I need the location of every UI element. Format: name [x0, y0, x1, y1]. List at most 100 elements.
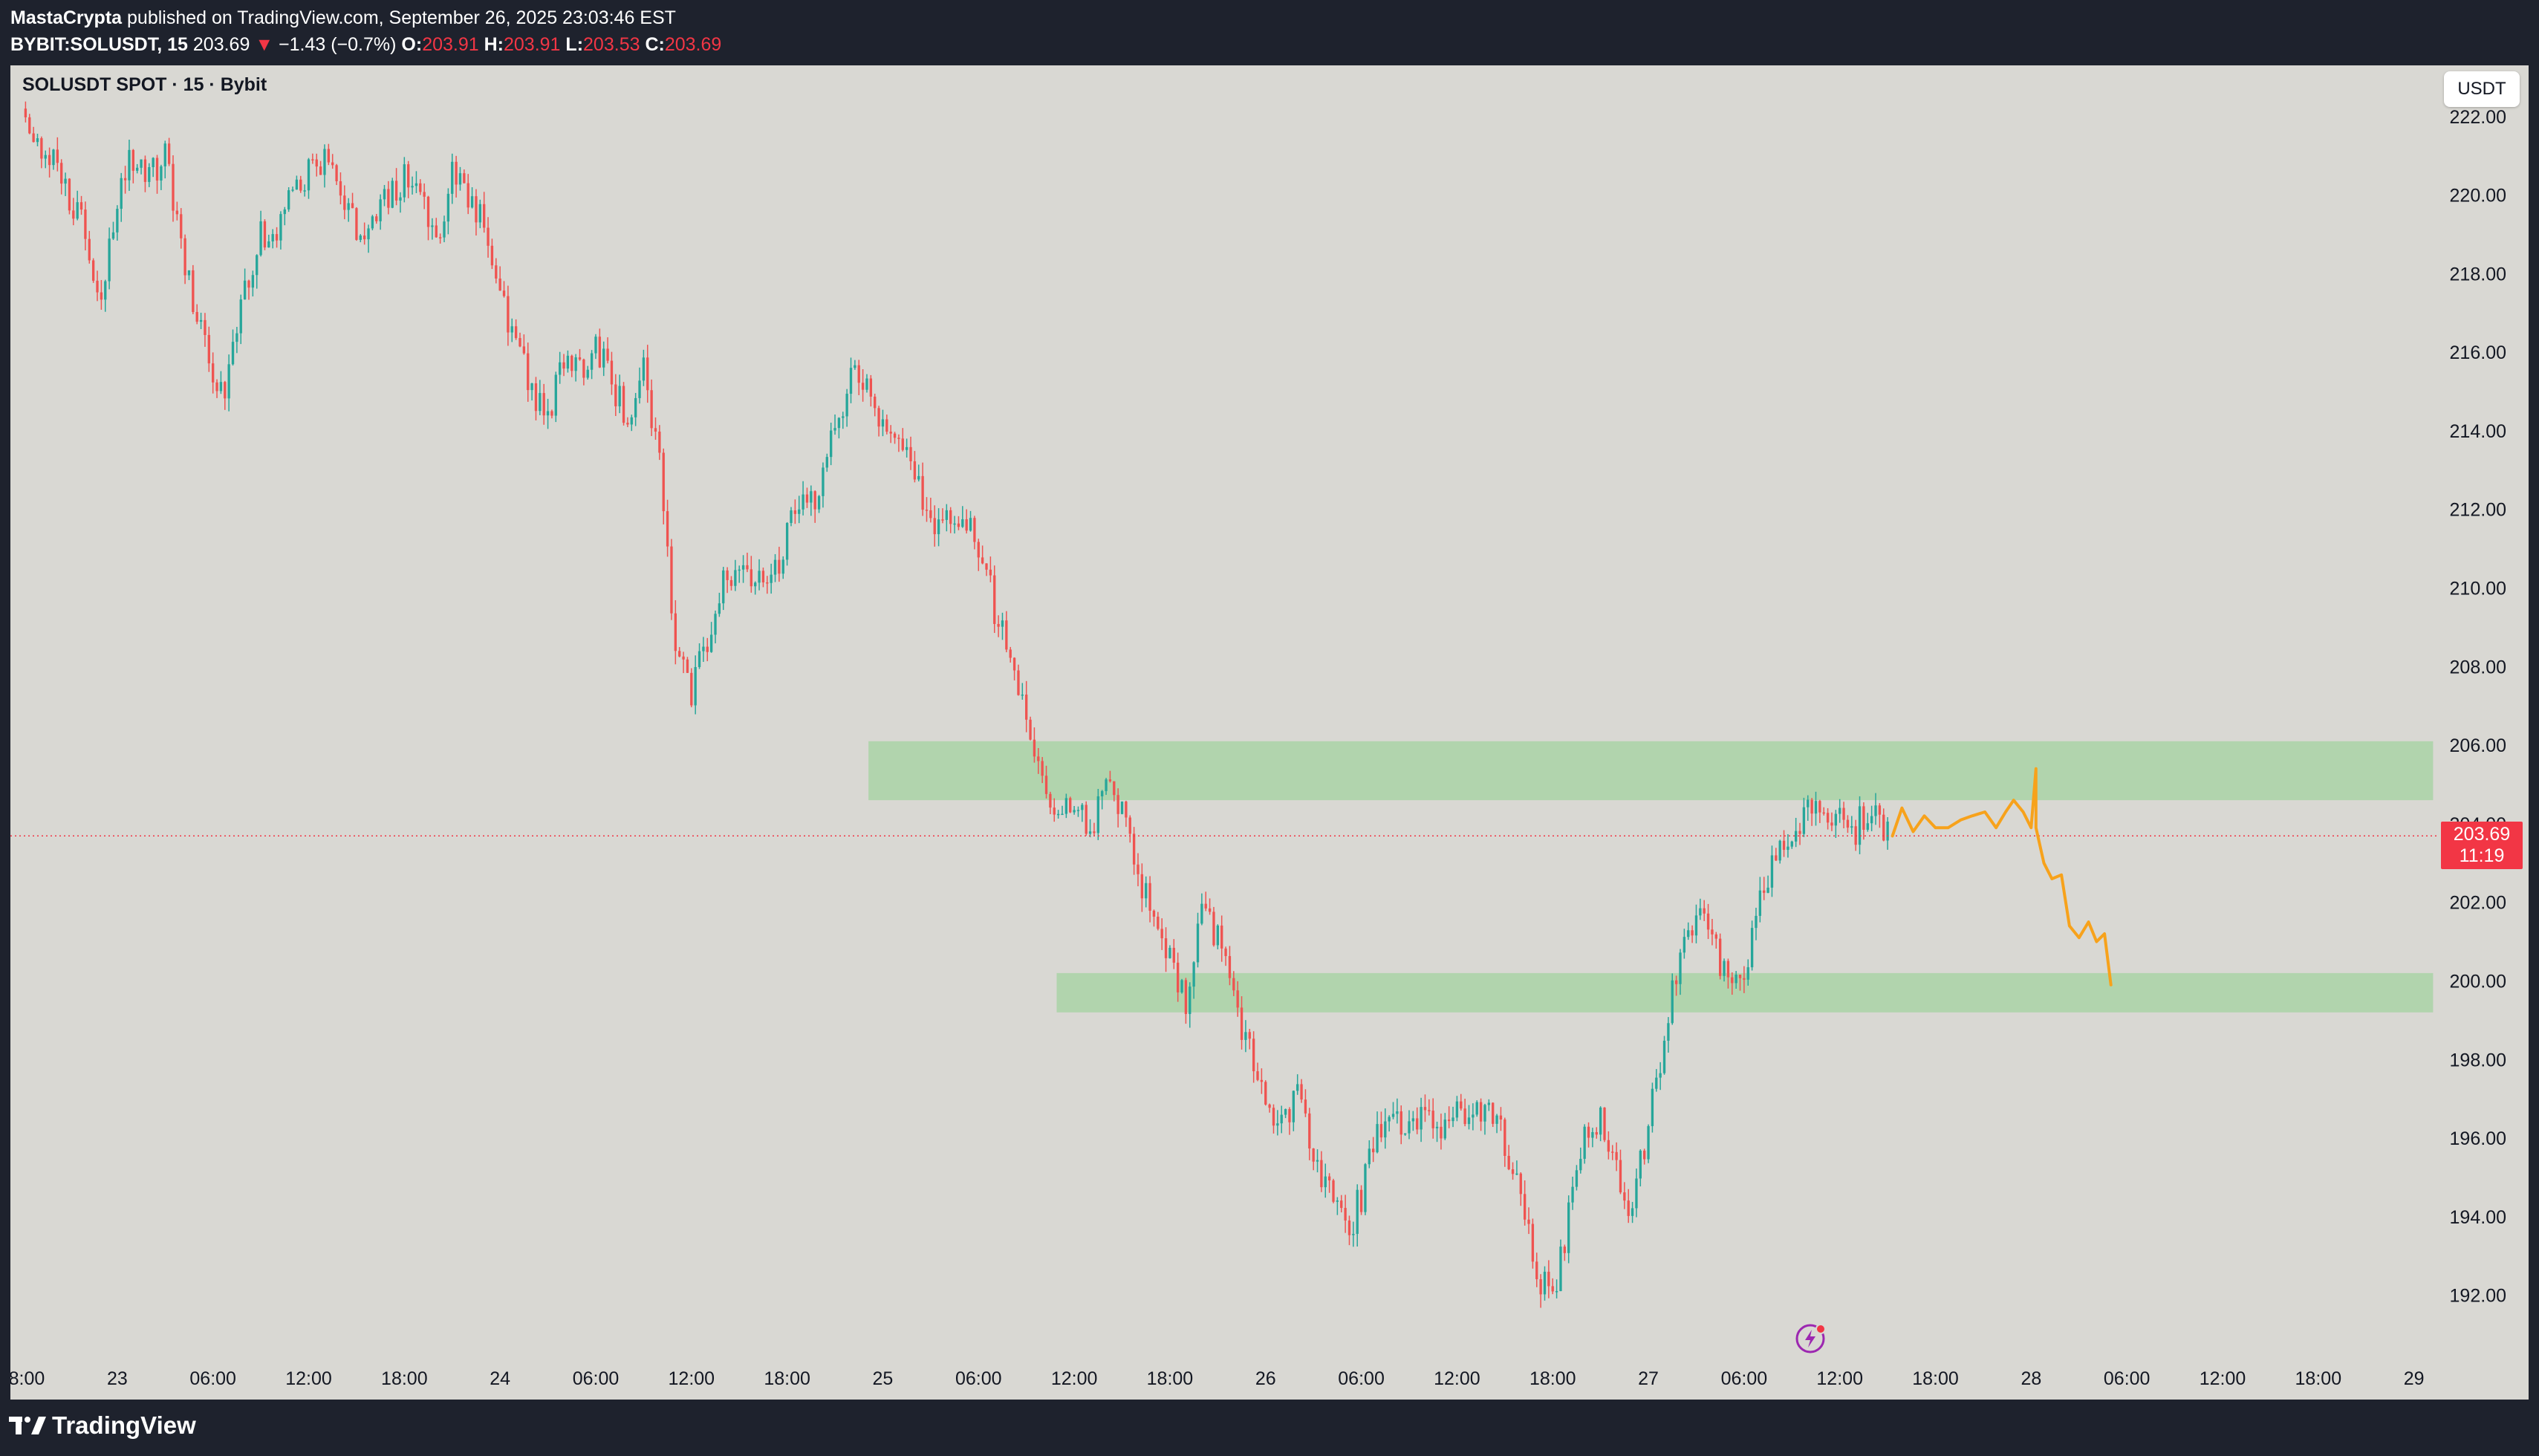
x-tick-label: 12:00 — [285, 1368, 332, 1389]
chart-canvas[interactable]: 222.00 220.00 218.00 216.00 214.00 212.00 210.… — [10, 65, 2529, 1400]
candle-body — [1056, 813, 1060, 816]
currency-button[interactable]: USDT — [2444, 71, 2520, 107]
candle-body — [1758, 890, 1762, 916]
candle-body — [383, 189, 386, 200]
candle-body — [706, 646, 709, 652]
y-tick-label: 218.00 — [2450, 264, 2506, 285]
candle-body — [1248, 1032, 1251, 1039]
candle-body — [1886, 822, 1889, 841]
candle-body — [1312, 1148, 1315, 1162]
candle-body — [1671, 980, 1674, 1024]
x-tick-label: 06:00 — [955, 1368, 1002, 1389]
lightning-icon[interactable] — [1794, 1322, 1827, 1355]
candle-body — [773, 559, 777, 575]
candle-body — [1088, 831, 1092, 834]
candle-body — [1731, 977, 1734, 984]
candle-body — [458, 173, 462, 185]
y-tick-label: 214.00 — [2450, 421, 2506, 442]
candle-body — [1782, 840, 1786, 851]
candle-body — [478, 204, 481, 223]
candle-body — [1064, 798, 1068, 814]
candle-body — [610, 360, 614, 385]
candle-body — [104, 281, 107, 300]
candle-body — [1448, 1119, 1451, 1122]
candle-body — [626, 423, 629, 425]
candle-body — [1108, 779, 1112, 781]
x-tick-label: 23 — [107, 1368, 128, 1389]
candle-body — [790, 510, 793, 524]
candle-body — [1627, 1200, 1630, 1216]
candle-body — [785, 523, 789, 560]
y-tick-label: 194.00 — [2450, 1207, 2506, 1228]
candle-body — [148, 167, 151, 182]
candle-body — [1403, 1133, 1407, 1135]
candle-body — [602, 348, 605, 368]
candle-body — [874, 396, 877, 409]
candle-body — [1157, 916, 1160, 929]
high-label: H: — [484, 34, 504, 55]
candle-body — [96, 280, 99, 293]
candle-body — [514, 326, 518, 339]
author-name[interactable]: MastaCrypta — [10, 7, 123, 28]
candle-body — [622, 386, 625, 423]
candle-body — [1184, 980, 1188, 1015]
candle-body — [403, 164, 406, 198]
projection-path[interactable] — [1891, 767, 2113, 987]
candle-body — [650, 390, 653, 429]
candle-body — [1862, 806, 1865, 830]
candle-body — [319, 166, 322, 175]
candle-body — [1807, 799, 1810, 807]
candle-body — [1044, 776, 1048, 794]
candle-body — [1388, 1117, 1391, 1122]
x-tick-label: 18:00 — [381, 1368, 428, 1389]
candle-body — [1296, 1084, 1299, 1091]
candle-body — [1683, 937, 1686, 953]
candle-body — [805, 494, 809, 503]
candle-body — [877, 408, 880, 427]
candle-body — [1499, 1115, 1503, 1120]
candle-body — [40, 138, 43, 159]
chart-pane[interactable]: 222.00 220.00 218.00 216.00 214.00 212.00 210.… — [10, 65, 2529, 1400]
candle-body — [957, 523, 960, 527]
y-tick-label: 202.00 — [2450, 893, 2506, 914]
candle-body — [394, 181, 398, 201]
candle-body — [411, 186, 414, 188]
candle-body — [1623, 1192, 1626, 1201]
candle-body — [945, 510, 948, 520]
tradingview-logo-icon — [9, 1417, 46, 1434]
candle-body — [754, 582, 757, 587]
tradingview-logo[interactable]: TradingView — [9, 1411, 196, 1440]
candle-body — [1268, 1104, 1271, 1108]
candle-body — [1523, 1194, 1527, 1220]
candle-body — [379, 199, 382, 221]
candle-body — [1460, 1101, 1463, 1109]
x-tick-label: 18:00 — [764, 1368, 810, 1389]
candle-body — [323, 149, 326, 175]
candle-body — [905, 446, 908, 450]
candle-body — [1643, 1150, 1646, 1160]
candle-body — [1662, 1040, 1666, 1073]
candle-body — [128, 149, 131, 181]
candle-body — [1376, 1124, 1379, 1153]
candle-body — [654, 428, 657, 432]
candle-body — [578, 357, 582, 360]
candle-body — [1224, 948, 1227, 957]
tradingview-brand: TradingView — [52, 1411, 196, 1439]
candle-body — [44, 155, 47, 159]
candle-body — [925, 510, 929, 511]
zone-resistance[interactable] — [868, 741, 2434, 801]
candle-body — [1814, 801, 1818, 814]
candle-body — [854, 365, 856, 368]
candle-body — [1160, 929, 1163, 939]
candle-body — [68, 178, 71, 211]
candle-body — [1878, 805, 1882, 815]
low-value: 203.53 — [583, 34, 640, 55]
candle-body — [475, 196, 478, 223]
candle-body — [921, 475, 924, 510]
candle-body — [1073, 810, 1076, 813]
candle-body — [32, 133, 35, 143]
candle-body — [810, 491, 813, 503]
candle-body — [487, 227, 490, 246]
candle-body — [224, 382, 227, 399]
